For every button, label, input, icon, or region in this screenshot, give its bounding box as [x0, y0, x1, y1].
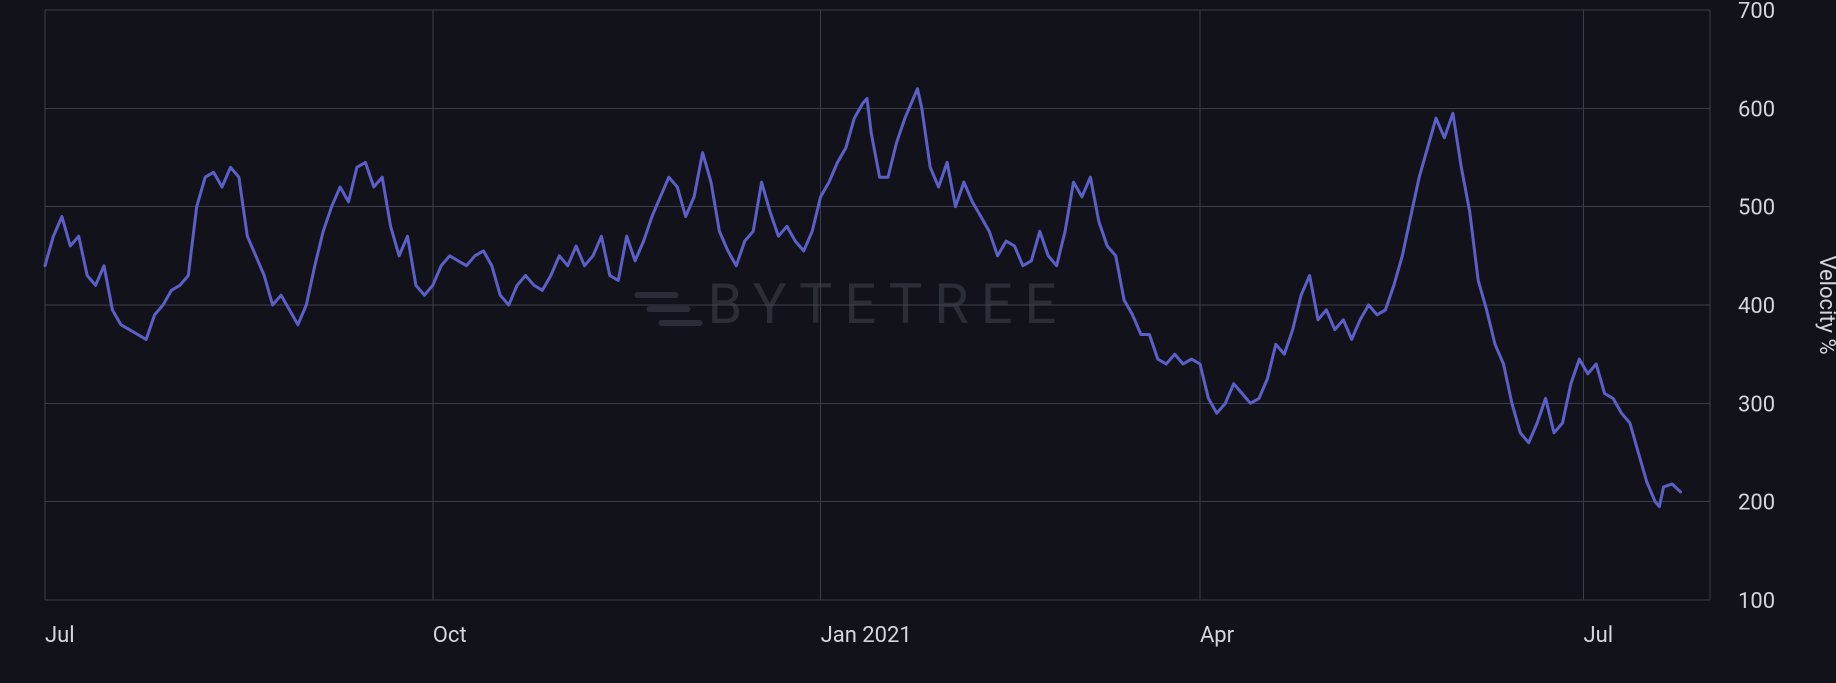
x-tick-label: Jul	[1584, 623, 1614, 648]
y-tick-label: 400	[1738, 294, 1775, 319]
y-tick-label: 600	[1738, 97, 1775, 122]
y-tick-label: 100	[1738, 589, 1775, 614]
x-tick-label: Jan 2021	[821, 623, 912, 648]
y-tick-label: 500	[1738, 196, 1775, 221]
velocity-chart: BYTETREE 100 200 300 400 500 600 700 Velocity % J…	[0, 0, 1836, 683]
y-tick-label: 700	[1738, 0, 1775, 24]
y-tick-label: 300	[1738, 392, 1775, 417]
x-tick-label: Jul	[45, 623, 75, 648]
y-axis-title: Velocity %	[1814, 255, 1836, 354]
x-tick-label: Oct	[433, 623, 467, 648]
chart-svg: BYTETREE 100 200 300 400 500 600 700 Velocity % J…	[0, 0, 1836, 683]
y-tick-label: 200	[1738, 491, 1775, 516]
watermark-text: BYTETREE	[708, 271, 1069, 337]
x-tick-label: Apr	[1200, 623, 1235, 648]
